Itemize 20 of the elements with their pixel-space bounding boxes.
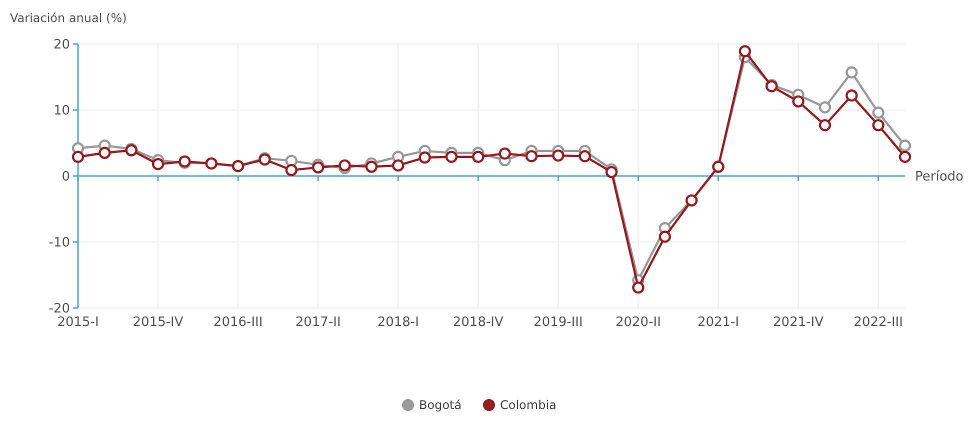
x-tick-label: 2020-II bbox=[616, 315, 661, 330]
legend-label: Bogotá bbox=[419, 398, 462, 412]
y-tick-label: -10 bbox=[48, 236, 70, 251]
x-tick-label: 2019-III bbox=[534, 315, 583, 330]
x-tick-label: 2018-IV bbox=[452, 315, 504, 330]
x-tick-label: 2018-I bbox=[377, 315, 419, 330]
x-tick-label: 2022-III bbox=[854, 315, 903, 330]
x-tick-label: 2017-II bbox=[295, 315, 341, 330]
legend-label: Colombia bbox=[500, 398, 556, 412]
y-axis-title: Variación anual (%) bbox=[10, 11, 127, 25]
y-tick-label: 20 bbox=[53, 38, 70, 53]
x-tick-label: 2016-III bbox=[213, 315, 263, 330]
x-axis-title: Período bbox=[915, 170, 964, 185]
x-tick-label: 2021-I bbox=[697, 315, 740, 330]
y-tick-label: -20 bbox=[48, 302, 70, 317]
x-tick-label: 2021-IV bbox=[773, 315, 824, 330]
y-tick-label: 10 bbox=[53, 104, 70, 119]
x-tick-label: 2015-I bbox=[57, 315, 99, 330]
x-tick-label: 2015-IV bbox=[132, 315, 184, 330]
y-tick-label: 0 bbox=[62, 170, 70, 185]
